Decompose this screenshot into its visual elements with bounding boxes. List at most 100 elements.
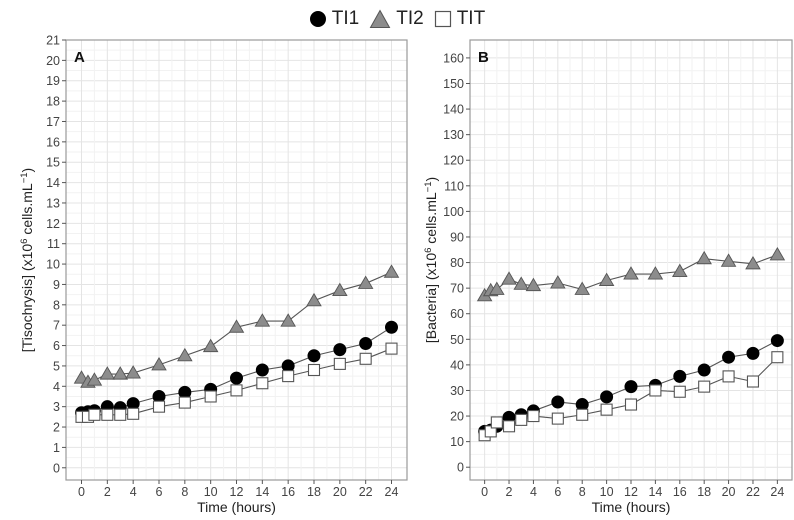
data-point-tit xyxy=(698,380,711,393)
y-tick-label: 19 xyxy=(46,74,60,88)
data-point-ti2 xyxy=(306,292,322,307)
series-ti2 xyxy=(73,264,400,388)
y-axis-text: [Bacteria] (x10 xyxy=(423,253,439,343)
x-tick-label: 0 xyxy=(481,485,488,499)
x-tick-label: 14 xyxy=(648,485,662,499)
triangle-marker-icon xyxy=(369,9,391,28)
data-point-ti2 xyxy=(86,372,103,386)
data-point-tit xyxy=(502,420,516,433)
y-tick-label: 0 xyxy=(457,461,464,475)
circle-marker-icon xyxy=(309,11,326,27)
x-tick-label: 18 xyxy=(697,485,711,499)
y-tick-label: 10 xyxy=(450,435,464,449)
x-tick-label: 22 xyxy=(746,485,760,499)
data-point-ti1 xyxy=(624,380,638,394)
data-point-ti2 xyxy=(383,264,400,278)
x-tick-label: 2 xyxy=(104,485,111,499)
data-point-ti2 xyxy=(151,357,167,371)
y-tick-label: 30 xyxy=(450,384,464,398)
y-tick-label: 11 xyxy=(47,237,60,251)
x-tick-label: 10 xyxy=(204,485,218,499)
x-tick-label: 8 xyxy=(181,485,188,499)
x-tick-label: 18 xyxy=(307,485,321,499)
x-tick-label: 2 xyxy=(506,485,513,499)
x-tick-label: 22 xyxy=(359,485,373,499)
data-point-tit xyxy=(178,396,191,409)
data-point-tit xyxy=(152,400,166,413)
y-axis-title: [Bacteria] (x106 cells.mL−1) xyxy=(423,177,440,343)
x-tick-label: 12 xyxy=(230,485,244,499)
x-tick-label: 16 xyxy=(281,485,295,499)
data-point-tit xyxy=(551,412,564,425)
y-tick-label: 3 xyxy=(53,400,60,414)
x-tick-label: 4 xyxy=(130,485,137,499)
legend-label-ti2: TI2 xyxy=(396,8,424,29)
data-point-tit xyxy=(282,370,295,383)
y-axis-text: [Tisochrysis] (x10 xyxy=(19,244,35,353)
data-point-tit xyxy=(101,408,114,421)
data-point-tit xyxy=(624,398,638,411)
data-point-ti2 xyxy=(202,338,219,353)
y-tick-label: 21 xyxy=(46,34,60,48)
data-point-ti2 xyxy=(489,281,505,295)
y-tick-label: 80 xyxy=(450,256,464,270)
series-line-tit xyxy=(81,348,392,418)
data-point-ti2 xyxy=(332,282,348,297)
y-tick-label: 140 xyxy=(443,103,464,117)
legend-item-tit: TIT xyxy=(434,8,485,30)
y-tick-label: 8 xyxy=(53,298,60,312)
data-point-tit xyxy=(385,342,398,355)
data-point-ti2 xyxy=(623,266,639,280)
x-axis-title: Time (hours) xyxy=(592,499,671,515)
data-point-tit xyxy=(576,408,589,421)
y-tick-label: 0 xyxy=(53,461,60,475)
x-tick-label: 20 xyxy=(333,485,347,499)
y-tick-label: 70 xyxy=(450,282,464,296)
data-point-tit xyxy=(490,416,503,429)
data-point-ti1 xyxy=(722,350,736,364)
y-tick-label: 17 xyxy=(46,115,60,129)
y-tick-label: 1 xyxy=(53,441,60,455)
data-point-tit xyxy=(527,409,540,423)
y-axis-text: ) xyxy=(423,177,439,182)
x-tick-label: 24 xyxy=(770,485,784,499)
series-line-ti1 xyxy=(81,326,392,414)
y-tick-label: 4 xyxy=(53,380,60,394)
y-tick-label: 20 xyxy=(450,410,464,424)
y-tick-label: 130 xyxy=(443,128,464,142)
y-axis-title: [Tisochrysis] (x106 cells.mL−1) xyxy=(19,168,36,352)
data-point-ti1 xyxy=(385,320,398,334)
data-point-ti1 xyxy=(746,346,760,360)
y-tick-label: 6 xyxy=(53,339,60,353)
data-point-ti1 xyxy=(673,369,687,383)
y-tick-label: 10 xyxy=(46,258,60,272)
data-point-ti2 xyxy=(550,275,566,289)
data-point-ti2 xyxy=(99,366,116,380)
data-point-tit xyxy=(515,413,528,426)
panel-b: 0102030405060708090100110120130140150160… xyxy=(423,39,793,515)
y-tick-label: 13 xyxy=(46,196,60,210)
series-line-tit xyxy=(484,356,778,436)
legend-label-ti1: TI1 xyxy=(331,8,360,29)
y-tick-label: 20 xyxy=(46,54,60,68)
data-point-ti1 xyxy=(770,334,784,348)
data-point-ti2 xyxy=(598,272,615,286)
y-tick-label: 60 xyxy=(450,307,464,321)
panel-letter: B xyxy=(478,49,489,66)
x-tick-label: 10 xyxy=(600,485,614,499)
data-point-tit xyxy=(333,357,346,370)
y-tick-label: 40 xyxy=(450,358,464,372)
y-tick-label: 160 xyxy=(443,51,464,65)
data-point-ti2 xyxy=(574,281,590,295)
data-point-ti2 xyxy=(228,319,245,333)
data-point-tit xyxy=(746,375,760,388)
data-point-tit xyxy=(230,384,243,397)
y-tick-label: 90 xyxy=(450,230,464,244)
y-tick-label: 7 xyxy=(53,319,60,333)
series-tit xyxy=(75,342,398,423)
series-tit xyxy=(478,351,784,442)
data-point-tit xyxy=(307,363,321,377)
data-point-ti2 xyxy=(357,275,374,289)
